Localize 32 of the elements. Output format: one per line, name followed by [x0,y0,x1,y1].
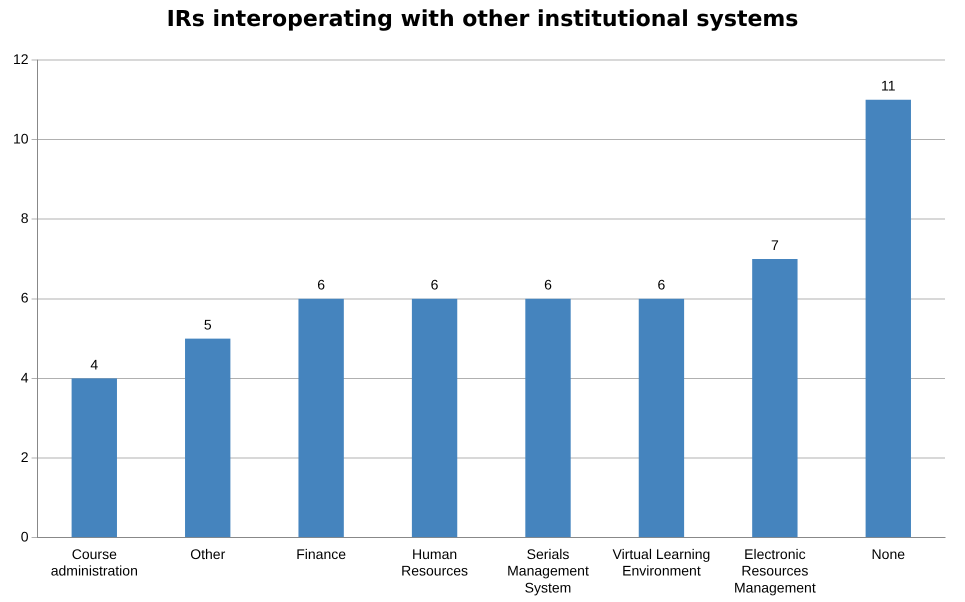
y-tick-label: 8 [20,210,29,226]
bar [752,259,798,538]
x-tick-label: None [872,546,906,562]
bar [185,338,230,538]
bar [72,378,117,538]
x-tick-label: Electronic Resources Management [734,546,816,596]
data-label: 6 [430,276,439,293]
x-tick-label: Other [190,546,226,562]
x-tick-label: Human Resources [401,546,468,579]
y-tick-label: 12 [12,50,29,67]
data-label: 7 [770,236,779,253]
x-tick-label: Serials Management System [507,546,589,596]
data-label: 6 [658,276,666,293]
bar [525,298,571,538]
y-tick-label: 10 [12,130,29,146]
data-label: 6 [544,276,552,293]
bar [866,100,911,538]
bar [298,298,344,538]
data-label: 11 [881,78,896,94]
y-tick-label: 2 [20,448,29,465]
x-tick-label: Course administration [50,546,138,579]
x-tick-label: Virtual Learning Environment [612,546,710,579]
data-label: 5 [204,316,212,332]
chart-title: IRs interoperating with other institutional systems [166,6,800,34]
y-tick-label: 0 [20,528,29,544]
data-label: 6 [317,276,326,293]
bar [412,298,458,538]
x-tick-label: Finance [296,546,346,562]
y-tick-label: 4 [20,369,29,386]
y-tick-label: 6 [20,290,29,306]
bar [638,298,684,538]
data-label: 4 [90,356,98,372]
